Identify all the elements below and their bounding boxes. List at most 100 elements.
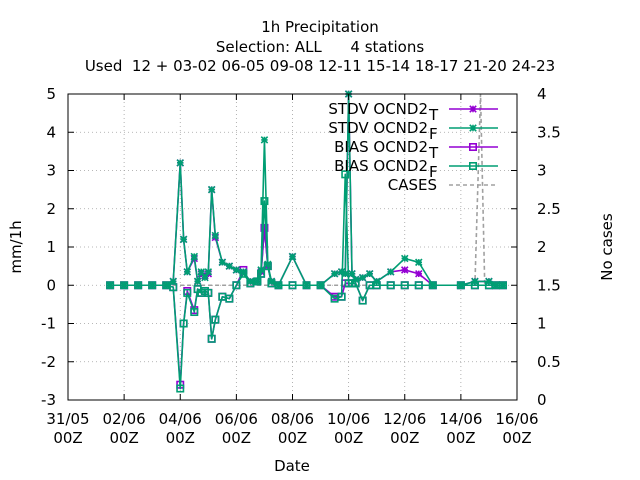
data-point [337,268,346,276]
data-point [239,268,248,276]
data-point [358,273,367,282]
data-point [260,224,269,232]
chart-title-line-1: 1h Precipitation [261,18,379,36]
y-tick-label: -1 [41,315,56,333]
x-tick-label: 00Z [334,429,363,447]
data-point [264,260,272,268]
legend-label: BIAS OCND2 [334,157,428,175]
series-line [110,173,503,390]
y2-axis-label: No cases [598,213,616,281]
data-point [386,281,395,290]
data-point [193,277,202,286]
y2-tick-label: 2 [537,238,547,256]
data-point [400,281,409,290]
data-point [207,185,216,194]
legend-label: BIAS OCND2 [334,138,428,156]
y2-tick-label: 1.5 [537,276,561,294]
x-tick-label: 14/06 [439,410,482,428]
x-tick-label: 00Z [222,429,251,447]
data-point [267,277,276,286]
y-tick-label: 0 [46,276,56,294]
data-point [288,281,297,290]
data-point [260,197,269,206]
data-point [372,277,381,286]
x-tick-label: 00Z [166,429,195,447]
data-point [176,384,185,393]
data-point [207,334,216,343]
series-line [110,93,503,287]
axes: 31/0500Z02/0600Z04/0600Z06/0600Z08/0600Z… [41,85,561,447]
data-point [330,270,339,278]
data-point [341,270,350,278]
data-point [302,281,311,290]
y2-tick-label: 2.5 [537,200,561,218]
legend-subscript: F [429,125,438,143]
y-tick-label: 4 [46,123,56,141]
data-point [176,159,185,167]
series-line [110,93,503,287]
legend-label: CASES [388,176,437,194]
data-point [429,281,437,290]
data-point [204,268,213,276]
data-point [211,231,220,240]
data-point [358,296,367,305]
data-point [225,262,234,270]
legend-subscript: T [428,106,439,124]
x-tick-label: 00Z [390,429,419,447]
data-point [190,308,199,317]
series-line [110,227,503,386]
data-point [134,281,142,290]
y-tick-label: 5 [46,85,56,103]
data-point [253,277,262,286]
legend-swatch-marker [469,124,477,132]
grid [68,94,517,400]
series-0 [106,90,507,290]
data-point [197,268,206,276]
legend-swatch-marker [468,162,477,171]
x-tick-label: 16/06 [495,410,538,428]
data-point [471,277,479,286]
legend-swatch-marker [469,105,477,113]
x-tick-label: 10/06 [327,410,370,428]
y-axis-label: mm/1h [7,220,25,273]
data-point [106,281,114,290]
data-point [120,281,128,290]
data-point [257,266,265,274]
data-point [492,281,500,290]
data-point [190,252,199,261]
y2-tick-label: 1 [537,315,547,333]
data-point [337,292,346,301]
x-tick-label: 00Z [53,429,82,447]
chart-title-line-3: Used 12 + 03-02 06-05 09-08 12-11 15-14 … [84,57,556,75]
data-point [316,281,325,290]
data-point [288,252,297,261]
y-tick-label: -2 [41,353,56,371]
data-point [414,281,423,290]
data-point [400,266,409,274]
y-tick-label: -3 [41,391,56,409]
data-point [386,268,395,276]
data-point [179,235,188,244]
x-tick-label: 12/06 [383,410,426,428]
x-tick-label: 04/06 [159,410,202,428]
x-tick-label: 00Z [109,429,138,447]
x-tick-label: 00Z [446,429,475,447]
cases-series [110,94,503,287]
legend-swatch-marker [468,143,477,152]
data-point [183,268,192,276]
data-point [457,281,465,290]
x-tick-label: 31/05 [46,410,89,428]
series-2 [106,223,507,389]
data-point [211,315,220,324]
y-tick-label: 3 [46,162,56,180]
data-point [348,270,356,278]
data-point [201,273,209,282]
data-point [351,275,360,284]
data-point [274,281,283,290]
legend-label: STDV OCND2 [328,100,428,118]
data-point [246,277,255,286]
data-point [225,294,234,303]
cases-line [110,94,503,287]
data-point [218,258,227,267]
